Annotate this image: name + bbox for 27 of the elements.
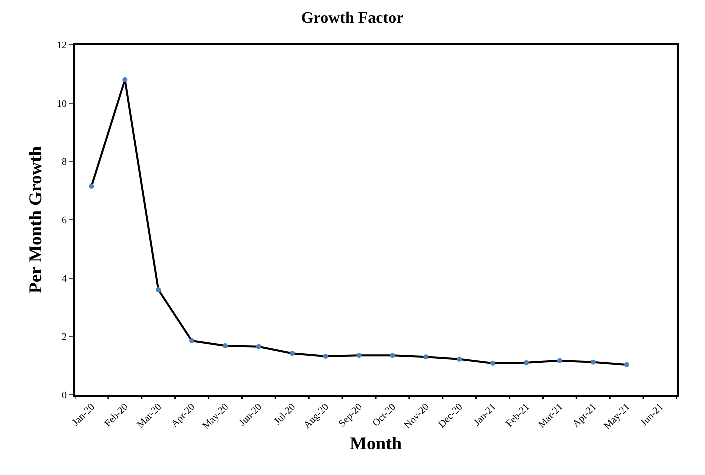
y-tick-label: 2 [62,332,67,344]
point [122,78,128,82]
point [457,356,462,362]
y-axis-title: Per Month Growth [26,146,46,294]
point [89,184,94,189]
point [323,354,328,359]
point [256,344,262,350]
point [290,351,295,356]
y-tick-label: 0 [62,390,67,402]
point [356,353,362,358]
y-tick-label: 8 [62,157,67,168]
point [624,362,630,368]
point [557,358,562,364]
y-tick-label: 10 [57,98,67,110]
x-axis-title: Month [350,434,402,454]
chart-title: Growth Factor [301,10,404,28]
point [223,344,228,348]
point [424,354,429,360]
y-tick-label: 4 [62,274,67,285]
point [590,360,596,365]
point [524,360,529,366]
y-tick-label: 6 [62,216,67,226]
point [156,288,162,292]
point [490,361,496,366]
y-tick-label: 12 [57,40,67,52]
point [190,338,195,344]
point [390,353,396,358]
